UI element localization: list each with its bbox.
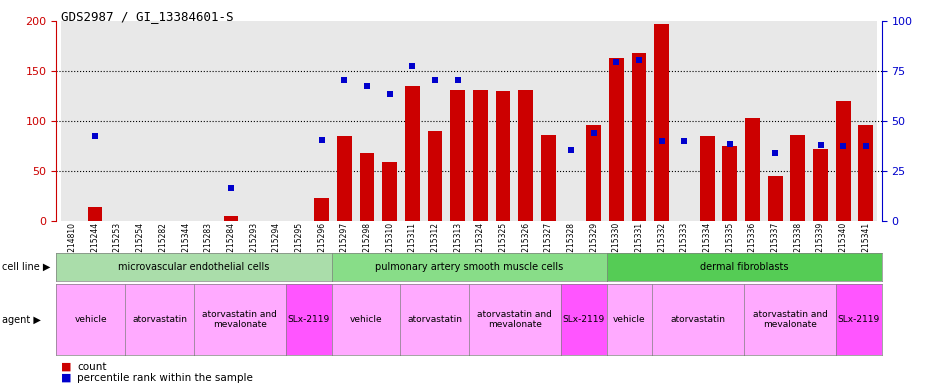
Text: atorvastatin and
mevalonate: atorvastatin and mevalonate [753,310,827,329]
Bar [699,136,714,221]
Text: vehicle: vehicle [350,315,383,324]
Bar [559,21,583,221]
Bar [836,101,851,221]
Bar [424,21,446,221]
Bar [495,91,510,221]
Bar [696,21,718,221]
Bar [492,21,514,221]
Text: atorvastatin: atorvastatin [671,315,726,324]
Bar [450,90,465,221]
Bar [587,125,602,221]
Bar [355,21,379,221]
Bar [379,21,401,221]
Bar [243,21,265,221]
Text: SLx-2119: SLx-2119 [838,315,880,324]
Bar [764,21,787,221]
Bar [174,21,197,221]
Bar [106,21,129,221]
Text: percentile rank within the sample: percentile rank within the sample [77,373,253,383]
Text: SLx-2119: SLx-2119 [288,315,330,324]
Bar [405,86,420,221]
Text: vehicle: vehicle [613,315,646,324]
Bar [718,21,741,221]
Bar [360,153,374,221]
Bar [854,21,877,221]
Bar [129,21,151,221]
Bar [224,216,239,221]
Bar [314,198,329,221]
Bar [87,207,102,221]
Text: cell line ▶: cell line ▶ [2,262,50,272]
Text: atorvastatin: atorvastatin [407,315,462,324]
Text: pulmonary artery smooth muscle cells: pulmonary artery smooth muscle cells [375,262,563,272]
Text: agent ▶: agent ▶ [2,314,40,325]
Bar [745,118,760,221]
Bar [288,21,310,221]
Bar [473,90,488,221]
Bar [791,135,806,221]
Bar [537,21,559,221]
Bar [741,21,764,221]
Bar [858,125,873,221]
Text: ■: ■ [61,362,71,372]
Bar [265,21,288,221]
Bar [337,136,352,221]
Text: vehicle: vehicle [74,315,107,324]
Bar [541,135,556,221]
Text: microvascular endothelial cells: microvascular endothelial cells [118,262,270,272]
Bar [605,21,628,221]
Bar [650,21,673,221]
Bar [197,21,220,221]
Text: ■: ■ [61,373,71,383]
Bar [383,162,397,221]
Bar [220,21,243,221]
Bar [333,21,355,221]
Bar [469,21,492,221]
Bar [673,21,696,221]
Bar [723,146,737,221]
Text: dermal fibroblasts: dermal fibroblasts [700,262,789,272]
Bar [768,176,782,221]
Text: atorvastatin and
mevalonate: atorvastatin and mevalonate [202,310,277,329]
Text: SLx-2119: SLx-2119 [562,315,604,324]
Bar [628,21,650,221]
Bar [428,131,443,221]
Bar [61,21,84,221]
Bar [151,21,174,221]
Text: count: count [77,362,106,372]
Bar [609,58,624,221]
Text: GDS2987 / GI_13384601-S: GDS2987 / GI_13384601-S [61,10,234,23]
Bar [832,21,854,221]
Bar [401,21,424,221]
Bar [632,53,647,221]
Bar [518,90,533,221]
Text: atorvastatin and
mevalonate: atorvastatin and mevalonate [478,310,553,329]
Bar [310,21,333,221]
Bar [84,21,106,221]
Bar [787,21,809,221]
Bar [446,21,469,221]
Bar [809,21,832,221]
Bar [654,24,669,221]
Bar [813,149,828,221]
Bar [514,21,537,221]
Text: atorvastatin: atorvastatin [132,315,187,324]
Bar [583,21,605,221]
